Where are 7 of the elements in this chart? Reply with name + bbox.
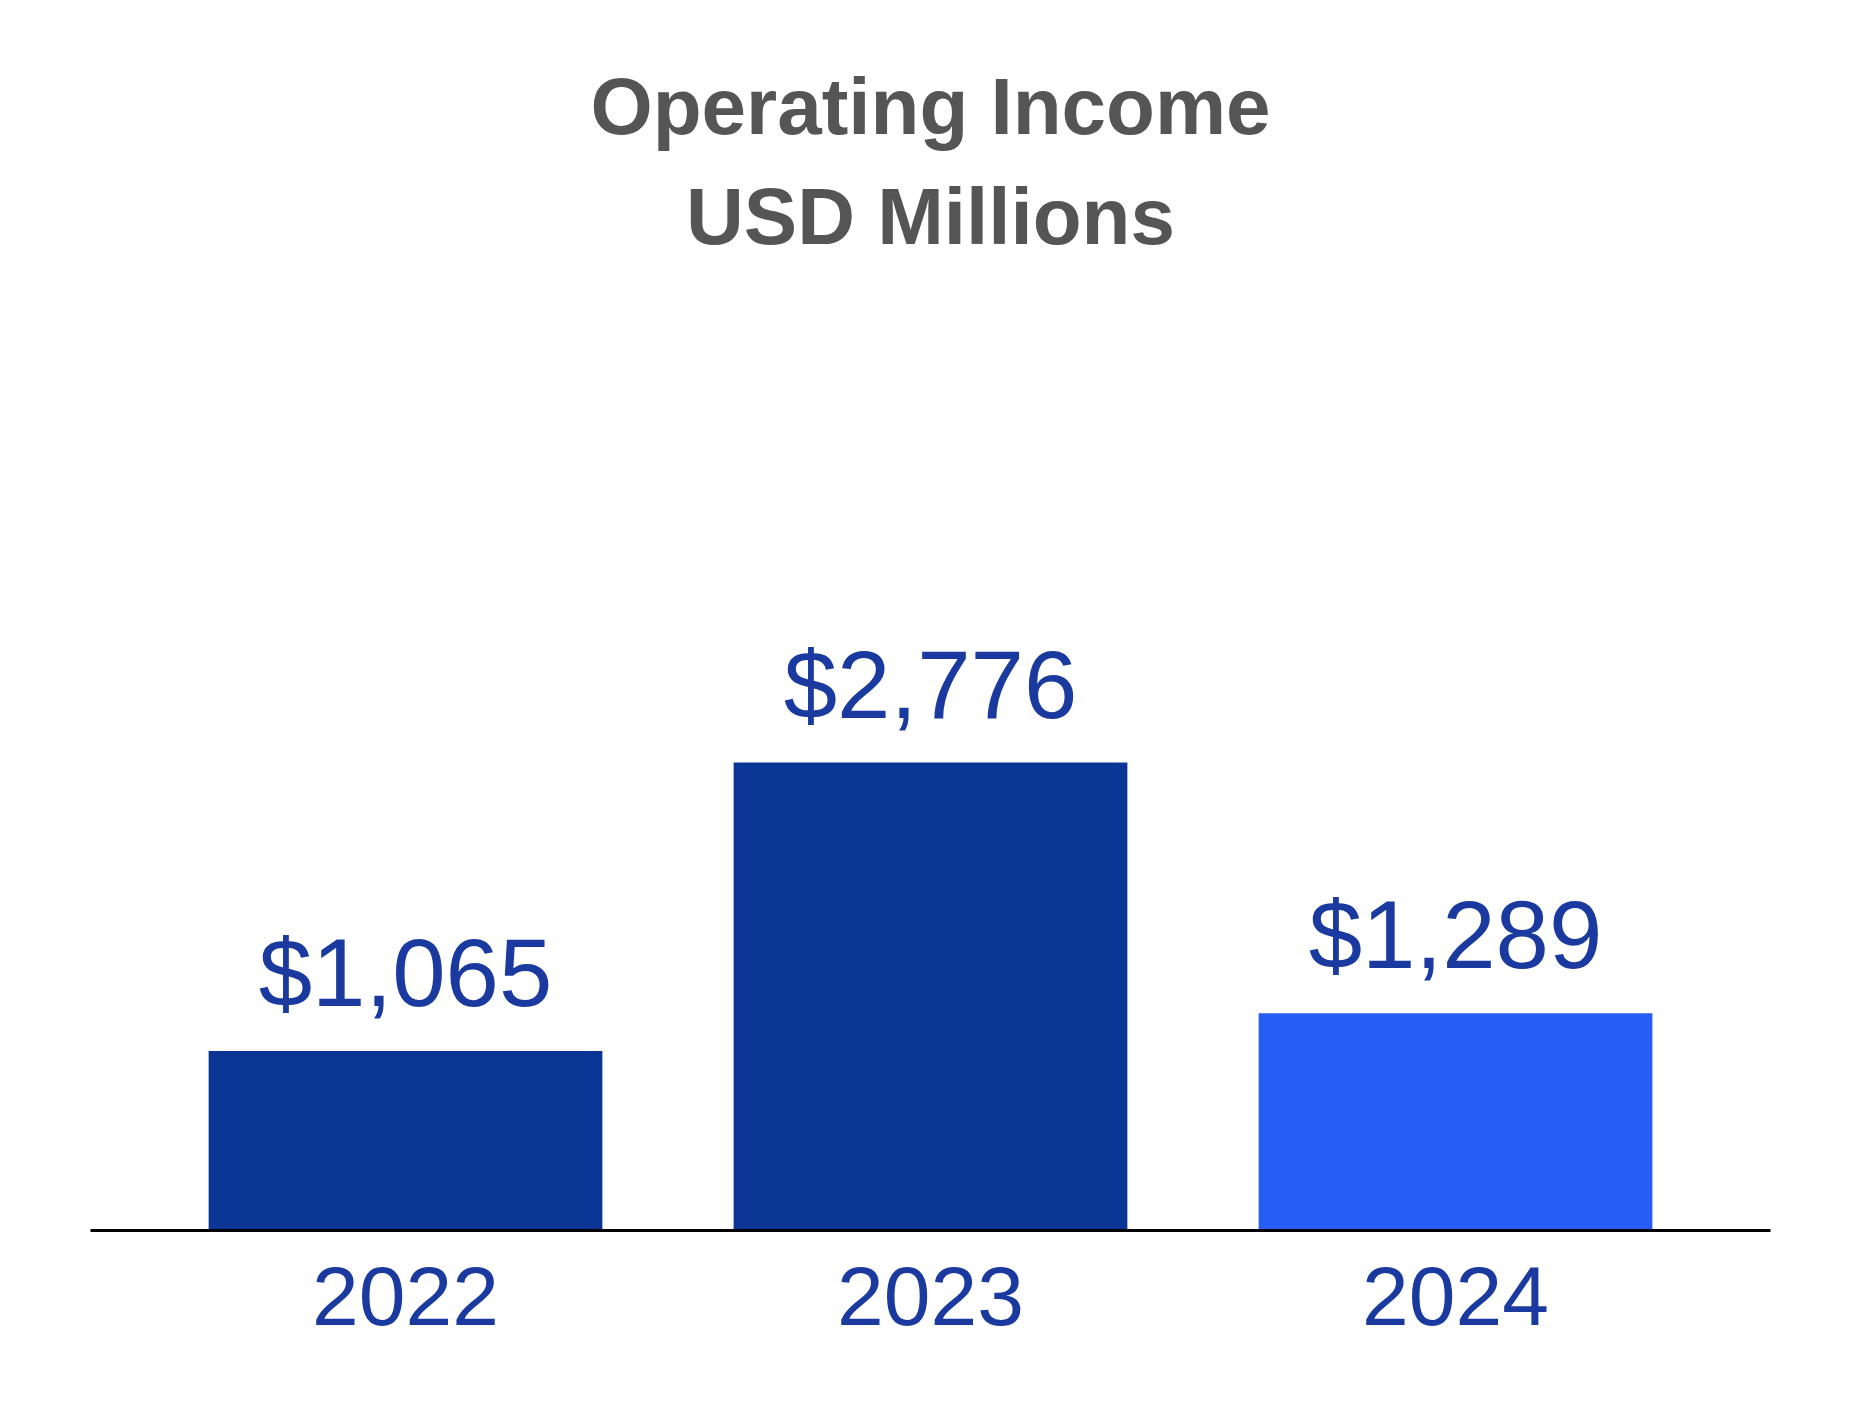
data-label: $1,065 xyxy=(258,918,553,1026)
data-label: $2,776 xyxy=(783,630,1078,738)
data-label: $1,289 xyxy=(1308,881,1603,989)
x-tick-label: 2022 xyxy=(312,1248,499,1343)
x-tick-label: 2023 xyxy=(837,1248,1024,1343)
x-tick-label: 2024 xyxy=(1362,1248,1549,1343)
chart-title: Operating Income USD Millions xyxy=(590,61,1271,261)
